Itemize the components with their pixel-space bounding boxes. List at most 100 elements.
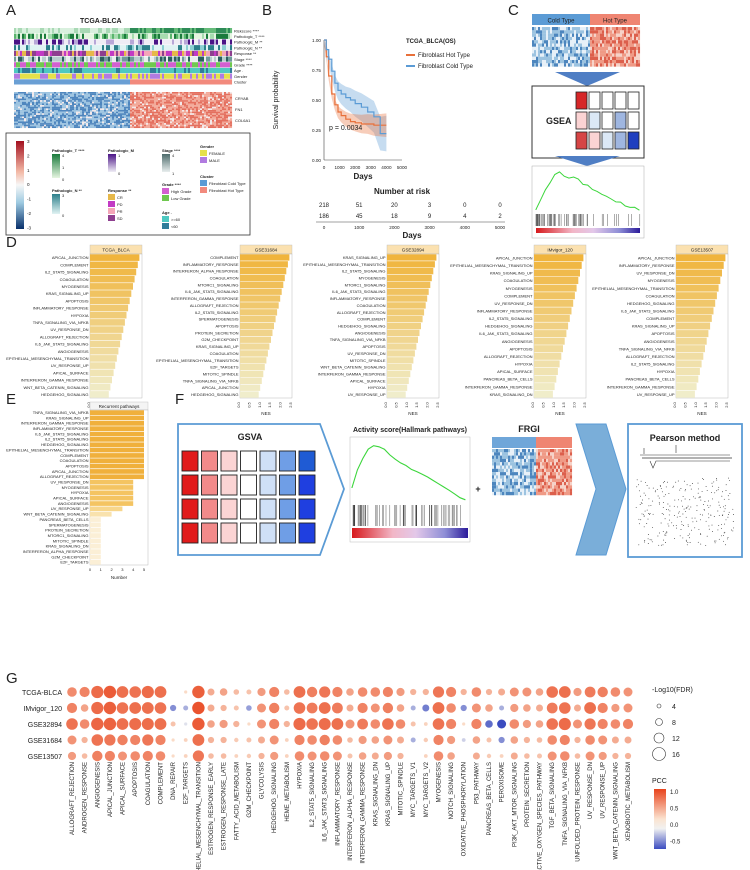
anno-cell bbox=[150, 79, 153, 85]
anno-cell bbox=[68, 79, 71, 85]
anno-cell bbox=[24, 62, 27, 68]
heat-cell bbox=[54, 126, 57, 129]
c-heat-cell bbox=[628, 63, 631, 67]
heat-cell bbox=[120, 113, 123, 115]
heat-cell bbox=[20, 116, 23, 119]
heat-cell bbox=[164, 126, 167, 129]
frgi-cell bbox=[500, 465, 503, 469]
heat-cell bbox=[168, 116, 171, 119]
heat-cell bbox=[96, 96, 99, 99]
c-heat-cell bbox=[566, 43, 569, 47]
heat-cell bbox=[98, 121, 101, 124]
nes-bar bbox=[240, 350, 268, 357]
heat-cell bbox=[158, 100, 161, 102]
heat-cell bbox=[194, 95, 197, 97]
heat-cell bbox=[170, 100, 173, 102]
heat-cell bbox=[52, 126, 55, 129]
heat-cell bbox=[94, 116, 97, 119]
frgi-cell bbox=[492, 452, 495, 456]
heat-cell bbox=[200, 110, 203, 112]
pathway-label: COMPLEMENT bbox=[210, 255, 239, 260]
anno-cell bbox=[102, 39, 105, 45]
anno-cell bbox=[176, 79, 179, 85]
heat-cell bbox=[180, 95, 183, 97]
nes-bar bbox=[676, 269, 722, 277]
response-swatch bbox=[108, 194, 115, 200]
heat-cell bbox=[130, 124, 133, 127]
heat-cell bbox=[104, 119, 107, 122]
heat-cell bbox=[82, 95, 85, 97]
heat-cell bbox=[152, 100, 155, 102]
heat-cell bbox=[58, 101, 61, 104]
heat-cell bbox=[170, 92, 173, 94]
km-ytick: 1.00 bbox=[312, 38, 321, 43]
heat-cell bbox=[54, 101, 57, 104]
c-heat-cell bbox=[620, 36, 623, 41]
heat-cell bbox=[136, 95, 139, 97]
nes-bar bbox=[387, 364, 412, 371]
heat-cell bbox=[62, 119, 65, 122]
frgi-cell bbox=[562, 449, 565, 453]
heat-cell bbox=[228, 103, 231, 106]
heat-cell bbox=[168, 108, 171, 111]
heat-cell bbox=[202, 93, 205, 96]
heat-cell bbox=[108, 118, 111, 120]
heat-cell bbox=[120, 114, 123, 117]
anno-cell bbox=[70, 28, 73, 34]
cluster-title: Cluster bbox=[200, 174, 214, 179]
frgi-cell bbox=[564, 449, 567, 453]
anno-cell bbox=[208, 50, 211, 56]
anno-cell bbox=[76, 50, 79, 56]
heat-cell bbox=[190, 113, 193, 115]
frgi-cell bbox=[548, 458, 551, 463]
heat-cell bbox=[108, 126, 111, 129]
nes-bar bbox=[676, 383, 697, 391]
heat-cell bbox=[164, 116, 167, 119]
heat-cell bbox=[78, 92, 81, 94]
heat-cell bbox=[46, 123, 49, 125]
anno-cell bbox=[230, 39, 233, 45]
anno-cell bbox=[84, 56, 87, 62]
anno-cell bbox=[176, 56, 179, 62]
heat-cell bbox=[190, 119, 193, 122]
anno-cell bbox=[102, 73, 105, 79]
heat-cell bbox=[24, 103, 27, 106]
heat-cell bbox=[114, 126, 117, 129]
anno-cell bbox=[190, 73, 193, 79]
frgi-cell bbox=[538, 458, 541, 463]
heat-cell bbox=[218, 98, 221, 101]
heat-cell bbox=[54, 93, 57, 96]
heat-cell bbox=[42, 113, 45, 115]
heat-cell bbox=[76, 100, 79, 102]
anno-cell bbox=[64, 39, 67, 45]
heat-cell bbox=[200, 106, 203, 109]
anno-cell bbox=[146, 56, 149, 62]
heat-cell bbox=[20, 100, 23, 102]
anno-cell bbox=[188, 33, 191, 39]
anno-cell bbox=[74, 39, 77, 45]
km-ytick: 0.50 bbox=[312, 98, 321, 103]
c-heat-cell bbox=[550, 46, 553, 51]
heat-cell bbox=[188, 113, 191, 115]
heat-cell bbox=[34, 114, 37, 117]
anno-cell bbox=[74, 56, 77, 62]
heat-cell bbox=[38, 103, 41, 106]
pathway-label: UV_RESPONSE_DN bbox=[347, 351, 385, 356]
heat-cell bbox=[196, 93, 199, 96]
c-heat-cell bbox=[568, 53, 571, 57]
recurrent-tick: 5 bbox=[143, 567, 146, 572]
anno-cell bbox=[200, 50, 203, 56]
c-heat-cell bbox=[638, 40, 641, 44]
heat-cell bbox=[106, 110, 109, 112]
anno-cell bbox=[174, 79, 177, 85]
anno-cell bbox=[152, 79, 155, 85]
heat-cell bbox=[86, 118, 89, 120]
heat-cell bbox=[192, 118, 195, 120]
gsea-cell bbox=[627, 131, 640, 150]
heat-cell bbox=[184, 110, 187, 112]
heat-cell bbox=[196, 92, 199, 94]
recurrent-title: Recurrent pathways bbox=[99, 404, 141, 409]
heat-cell bbox=[200, 100, 203, 102]
heat-cell bbox=[102, 108, 105, 111]
c-heat-cell bbox=[542, 36, 545, 41]
